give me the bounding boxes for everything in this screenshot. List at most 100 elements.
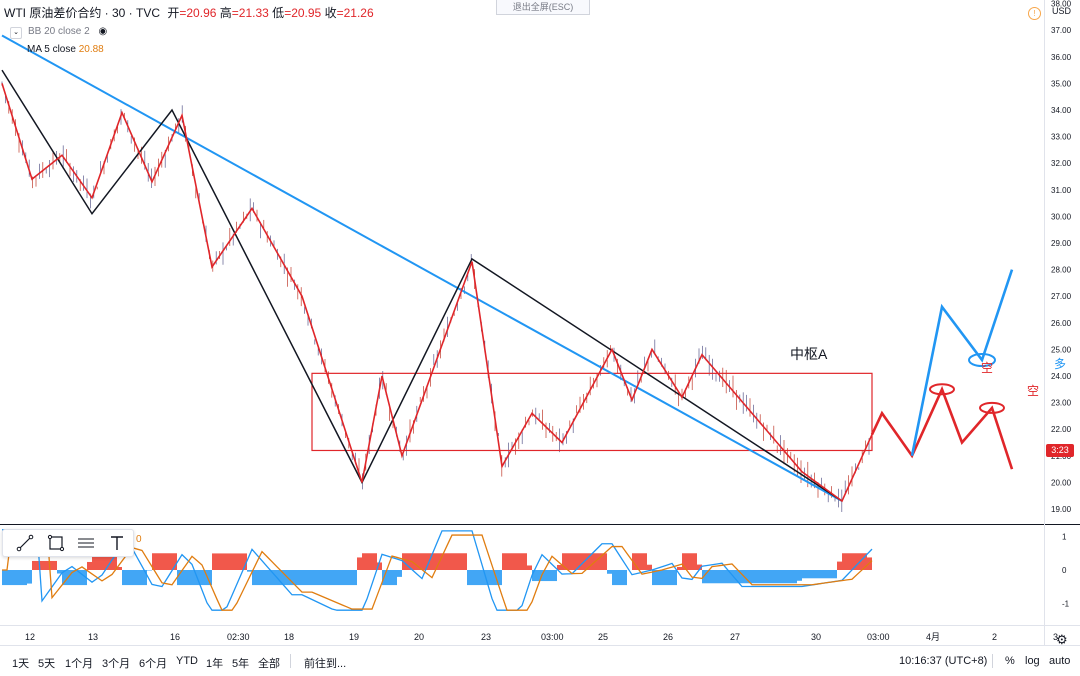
range-5d-button[interactable]: 5天 [38, 658, 56, 670]
symbol-title[interactable]: WTI 原油差价合约 · 30 · TVC [4, 6, 161, 20]
macd-histogram-bar [7, 570, 12, 586]
macd-histogram-bar [422, 553, 427, 570]
range-6m-button[interactable]: 6个月 [139, 658, 168, 670]
macd-histogram-bar [127, 570, 132, 586]
macd-histogram-bar [772, 570, 777, 584]
macd-histogram-bar [827, 570, 832, 579]
macd-histogram-bar [692, 553, 697, 570]
macd-histogram-bar [697, 564, 702, 570]
macd-histogram-bar [657, 570, 662, 586]
macd-histogram-bar [842, 553, 847, 570]
macd-histogram-bar [512, 553, 517, 570]
short-label-1: 空 [981, 361, 993, 375]
range-5y-button[interactable]: 5年 [232, 658, 250, 670]
range-all-button[interactable]: 全部 [258, 658, 280, 670]
range-1d-button[interactable]: 1天 [12, 658, 30, 670]
macd-histogram-bar [777, 570, 782, 584]
macd-histogram-bar [282, 570, 287, 586]
eye-icon[interactable]: ◉ [98, 26, 108, 37]
macd-histogram-bar [92, 553, 97, 570]
ma-indicator-legend[interactable]: MA 5 close 20.88 [27, 44, 104, 55]
trend-line-tool-icon[interactable] [15, 533, 35, 553]
macd-histogram-bar [397, 570, 402, 577]
macd-histogram-bar [162, 553, 167, 570]
range-ytd-button[interactable]: YTD [176, 655, 198, 667]
text-tool-icon[interactable] [107, 533, 127, 553]
macd-histogram-bar [517, 553, 522, 570]
range-1m-button[interactable]: 1个月 [65, 658, 94, 670]
currency-label: USD [1052, 6, 1072, 16]
bb-indicator-legend[interactable]: ⌄ BB 20 close 2 ◉ [10, 26, 107, 39]
macd-histogram-bar [447, 553, 452, 570]
macd-histogram-bar [527, 565, 532, 570]
macd-histogram-bar [317, 570, 322, 586]
chevron-down-icon[interactable]: ⌄ [10, 27, 22, 39]
macd-histogram-bar [352, 570, 357, 586]
clock-display[interactable]: 10:16:37 (UTC+8) [899, 655, 988, 667]
macd-histogram-bar [782, 570, 787, 584]
macd-histogram-bar [737, 570, 742, 584]
macd-histogram-bar [852, 553, 857, 570]
macd-histogram-bar [797, 570, 802, 581]
bottom-toolbar: 1天 5天 1个月 3个月 6个月 YTD 1年 5年 全部 前往到... 10… [0, 645, 1080, 676]
log-scale-button[interactable]: log [1025, 655, 1040, 667]
price-tick-label: 22.00 [1051, 425, 1072, 434]
macd-histogram-bar [257, 570, 262, 586]
macd-histogram-bar [367, 553, 372, 570]
goto-button[interactable]: 前往到... [304, 658, 347, 670]
macd-value: 0 [136, 534, 142, 545]
macd-histogram-bar [687, 553, 692, 570]
macd-histogram-bar [712, 570, 717, 584]
rectangle-tool-icon[interactable] [46, 533, 66, 553]
range-3m-button[interactable]: 3个月 [102, 658, 131, 670]
macd-histogram-bar [507, 553, 512, 570]
macd-histogram-bar [267, 570, 272, 586]
macd-histogram-bar [32, 560, 37, 570]
macd-histogram-bar [482, 570, 487, 586]
macd-histogram-bar [217, 553, 222, 570]
macd-histogram-bar [732, 570, 737, 584]
macd-histogram-bar [597, 553, 602, 570]
macd-histogram-bar [702, 570, 707, 584]
macd-histogram-bar [662, 570, 667, 586]
info-icon[interactable]: ! [1028, 7, 1041, 20]
price-tick-label: 34.00 [1051, 106, 1072, 115]
macd-histogram-bar [337, 570, 342, 586]
high-label: 高 [219, 6, 232, 20]
auto-scale-button[interactable]: auto [1049, 655, 1071, 667]
high-value: =21.33 [231, 6, 269, 20]
macd-histogram-bar [747, 570, 752, 584]
macd-histogram-bar [862, 553, 867, 570]
macd-histogram-bar [27, 570, 32, 584]
drawing-toolbar [2, 529, 134, 557]
macd-histogram-bar [647, 564, 652, 570]
macd-histogram-bar [187, 570, 192, 586]
zone-a-rectangle [311, 372, 873, 452]
macd-tick-label: 0 [1062, 566, 1067, 575]
macd-histogram-bar [362, 553, 367, 570]
exit-fullscreen-button[interactable]: 退出全屏(ESC) [496, 0, 590, 15]
macd-histogram-bar [252, 570, 257, 586]
macd-histogram-bar [57, 570, 62, 574]
close-value: =21.26 [336, 6, 374, 20]
percent-scale-button[interactable]: % [1005, 655, 1015, 667]
time-tick-label: 30 [811, 632, 821, 642]
range-1y-button[interactable]: 1年 [206, 658, 224, 670]
macd-histogram-bar [52, 560, 57, 570]
gear-icon[interactable]: ⚙ [1056, 632, 1068, 647]
macd-histogram-bar [287, 570, 292, 586]
macd-histogram-bar [572, 553, 577, 570]
macd-histogram-bar [752, 570, 757, 584]
macd-histogram-bar [402, 553, 407, 570]
ma-indicator-label: MA 5 close [27, 44, 76, 55]
toolbar-divider [992, 654, 993, 668]
horizontal-lines-tool-icon[interactable] [76, 533, 96, 553]
symbol-header: WTI 原油差价合约 · 30 · TVC 开=20.96 高=21.33 低=… [4, 4, 374, 21]
macd-histogram-bar [557, 564, 562, 570]
macd-histogram-bar [542, 570, 547, 582]
macd-histogram-bar [292, 570, 297, 586]
time-tick-label: 02:30 [227, 632, 250, 642]
macd-histogram-bar [17, 570, 22, 586]
time-tick-label: 25 [598, 632, 608, 642]
